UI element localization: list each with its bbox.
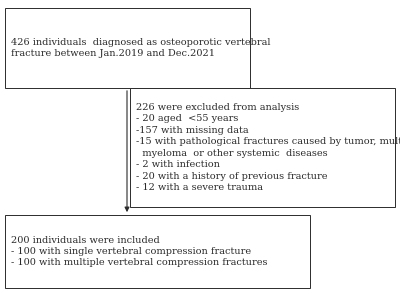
Text: 200 individuals were included
- 100 with single vertebral compression fracture
-: 200 individuals were included - 100 with… (11, 235, 268, 268)
FancyBboxPatch shape (5, 8, 250, 88)
Text: 426 individuals  diagnosed as osteoporotic vertebral
fracture between Jan.2019 a: 426 individuals diagnosed as osteoporoti… (11, 38, 270, 58)
FancyBboxPatch shape (5, 215, 310, 288)
Text: 226 were excluded from analysis
- 20 aged  <55 years
-157 with missing data
-15 : 226 were excluded from analysis - 20 age… (136, 103, 400, 192)
FancyBboxPatch shape (130, 88, 395, 207)
